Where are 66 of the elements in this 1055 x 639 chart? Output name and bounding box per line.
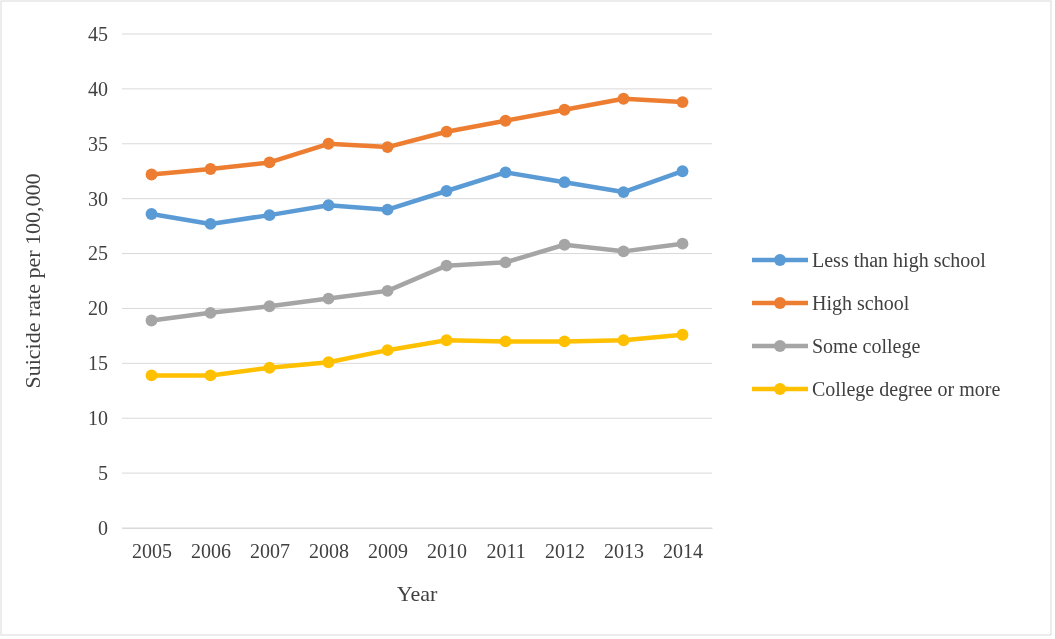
point	[499, 335, 512, 348]
point	[499, 166, 512, 179]
point	[263, 361, 276, 374]
y-axis-title: Suicide rate per 100,000	[20, 173, 45, 389]
point	[145, 168, 158, 181]
point	[263, 156, 276, 169]
point	[617, 334, 630, 347]
x-tick-label: 2011	[486, 540, 526, 563]
y-tick-label: 15	[88, 352, 108, 375]
legend-label: High school	[812, 292, 910, 315]
point	[558, 176, 571, 189]
point	[145, 208, 158, 220]
point	[617, 92, 630, 105]
point	[440, 259, 453, 272]
point	[204, 369, 217, 382]
x-tick-label: 2009	[368, 540, 408, 563]
y-tick-label: 10	[88, 407, 108, 430]
y-tick-label: 40	[88, 77, 108, 100]
point	[676, 328, 689, 341]
point	[322, 137, 335, 150]
point	[204, 218, 217, 230]
point	[381, 203, 394, 216]
point	[499, 114, 512, 127]
point	[145, 314, 158, 327]
x-tick-label: 2005	[132, 540, 172, 563]
point	[263, 209, 276, 222]
point	[676, 237, 689, 250]
y-tick-label: 25	[88, 242, 108, 265]
x-tick-label: 2008	[309, 540, 349, 563]
point	[381, 344, 394, 357]
point	[204, 306, 217, 319]
point	[440, 185, 453, 197]
point	[322, 356, 335, 369]
point	[322, 199, 335, 212]
point	[322, 292, 335, 305]
x-tick-label: 2012	[545, 540, 585, 563]
legend-label: College degree or more	[812, 378, 1001, 401]
x-tick-label: 2014	[663, 540, 703, 563]
point	[381, 141, 394, 153]
point	[440, 125, 453, 138]
point	[204, 163, 217, 175]
point	[440, 334, 453, 347]
y-tick-label: 35	[88, 132, 108, 155]
y-tick-label: 0	[98, 516, 108, 539]
point	[558, 238, 571, 251]
point	[558, 103, 571, 116]
point	[499, 256, 512, 269]
point	[145, 369, 158, 382]
point	[676, 96, 689, 108]
y-tick-label: 5	[98, 462, 108, 485]
x-axis-title: Year	[396, 581, 438, 606]
legend-label: Less than high school	[812, 249, 987, 272]
x-tick-label: 2013	[604, 540, 644, 563]
x-tick-label: 2007	[250, 540, 290, 563]
point	[617, 245, 630, 258]
x-tick-label: 2006	[191, 540, 231, 563]
point	[263, 300, 276, 313]
x-tick-label: 2010	[427, 540, 467, 563]
y-tick-label: 20	[88, 297, 108, 320]
y-tick-label: 45	[88, 22, 108, 45]
legend-label: Some college	[812, 335, 921, 358]
point	[381, 284, 394, 297]
y-tick-label: 30	[88, 187, 108, 210]
point	[676, 165, 689, 178]
point	[558, 335, 571, 348]
point	[617, 186, 630, 198]
